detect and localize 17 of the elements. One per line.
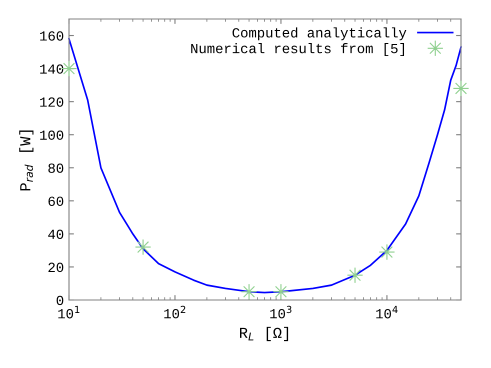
y-tick-label: 160 xyxy=(40,31,64,41)
y-tick-label: 40 xyxy=(48,230,64,240)
y-tick-label: 60 xyxy=(48,196,64,206)
y-tick-label: 20 xyxy=(48,262,64,272)
x-tick-label: 10$^{1}$ xyxy=(58,306,80,318)
y-tick-label: 140 xyxy=(40,64,64,74)
y-tick-label: 80 xyxy=(48,164,64,173)
x-tick-label: 10$^{4}$ xyxy=(376,306,398,318)
text: R$_{L}$ [Ω] xyxy=(240,326,288,342)
x-tick-label: 10$^{3}$ xyxy=(270,306,292,318)
legend-label: Computed analytically xyxy=(232,27,406,40)
y-tick-label: 120 xyxy=(40,97,64,107)
y-axis-title: P$_{rad}$ [W] xyxy=(19,130,34,190)
y-tick-label: 100 xyxy=(40,130,64,140)
legend-label: Numerical results from [5] xyxy=(191,43,404,56)
y-tick-label: 0 xyxy=(56,296,64,306)
x-tick-label: 10$^{2}$ xyxy=(164,306,186,318)
